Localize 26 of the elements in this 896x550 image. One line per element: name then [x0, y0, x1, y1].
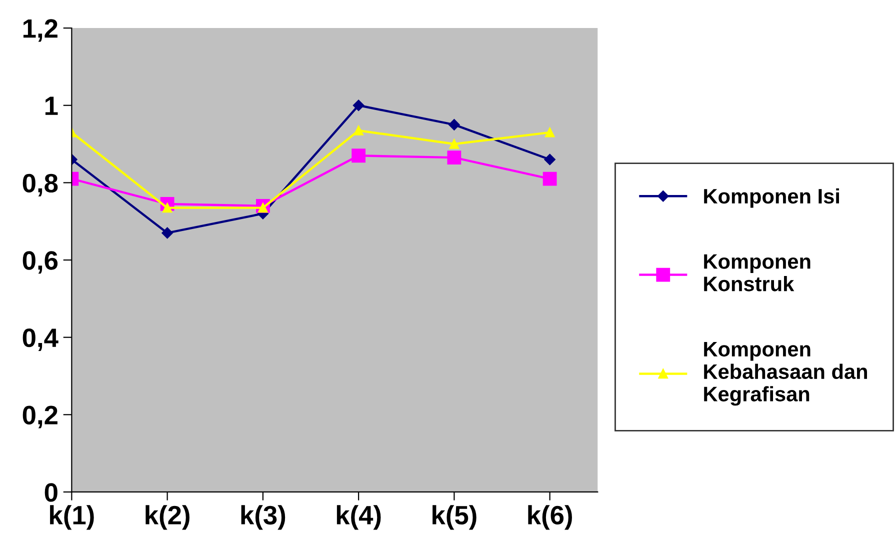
- point: [352, 148, 366, 163]
- point: [448, 119, 460, 130]
- y-tick-label: 0: [44, 483, 58, 502]
- point: [447, 150, 462, 165]
- point: [449, 139, 460, 149]
- y-tick-label: 1,2: [23, 19, 58, 42]
- y-tick-label: 1: [45, 96, 58, 115]
- point: [354, 126, 364, 136]
- x-tick-label: k(6): [528, 505, 572, 530]
- x-tick-label: k(4): [336, 505, 381, 530]
- y-tick-label: 0,2: [22, 406, 58, 428]
- point: [352, 100, 364, 111]
- x-tick-label: k(3): [241, 505, 286, 530]
- point: [162, 227, 173, 239]
- y-tick-label: 0,4: [22, 328, 58, 351]
- x-tick-label: k(2): [146, 505, 190, 530]
- point: [544, 128, 555, 138]
- legend-label: Komponen Konstruk: [704, 254, 810, 292]
- legend-label: Komponen Kebahasaan dan Kegrafisan: [704, 342, 867, 406]
- point: [544, 154, 556, 166]
- x-tick-label: k(5): [432, 505, 476, 530]
- point: [542, 172, 557, 186]
- legend-label: Komponen Isi: [704, 188, 839, 208]
- y-tick-label: 0,8: [22, 174, 58, 196]
- y-tick-label: 0,6: [22, 251, 58, 274]
- x-tick-label: k(1): [50, 505, 94, 530]
